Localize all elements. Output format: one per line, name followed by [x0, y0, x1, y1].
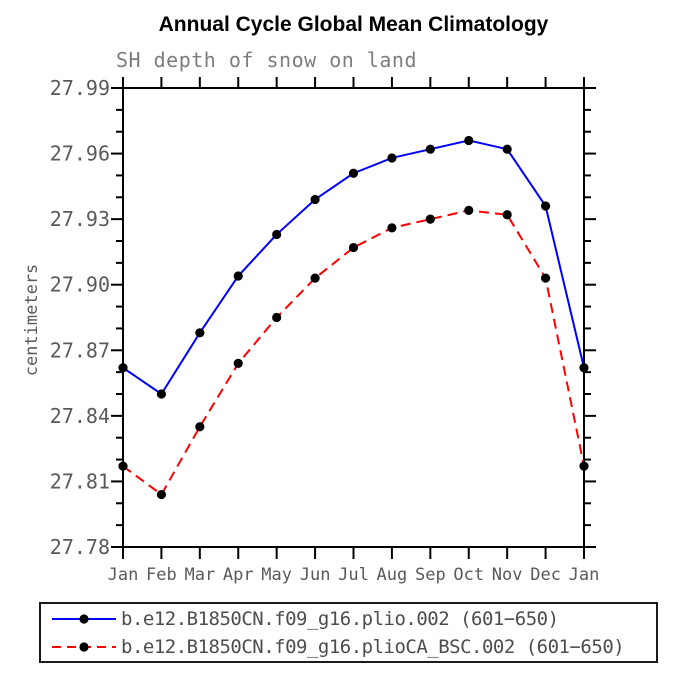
x-tick-label: Jan: [569, 565, 600, 585]
series-line-1: [122, 209, 585, 496]
series-line-0: [122, 139, 585, 395]
series-marker: [233, 358, 243, 368]
legend-box: b.e12.B1850CN.f09_g16.plio.002 (601−650)…: [39, 602, 658, 663]
y-tick-label: 27.87: [50, 338, 110, 362]
y-tick-label: 27.99: [50, 76, 110, 100]
x-tick-label: Nov: [492, 565, 523, 585]
y-tick-label: 27.93: [50, 207, 110, 231]
series-marker: [348, 168, 359, 178]
series-marker: [310, 273, 320, 283]
series-marker: [156, 489, 167, 500]
legend-row: b.e12.B1850CN.f09_g16.plio.002 (601−650): [41, 605, 656, 633]
series-marker: [195, 328, 205, 338]
x-tick-label: Jan: [108, 565, 139, 585]
series-marker: [272, 229, 282, 240]
series-marker: [425, 214, 435, 224]
series-marker: [425, 144, 435, 154]
series-marker: [464, 135, 474, 146]
x-tick-label: May: [261, 565, 292, 585]
chart-title: Annual Cycle Global Mean Climatology: [158, 13, 549, 36]
series-marker: [348, 242, 359, 253]
series-marker: [540, 273, 551, 283]
series-marker: [272, 312, 282, 323]
legend-sample-marker: [79, 641, 89, 652]
y-tick-label: 27.84: [50, 404, 110, 428]
x-tick-label: Jul: [338, 565, 369, 585]
y-tick-label: 27.96: [50, 142, 110, 166]
series-marker: [579, 461, 589, 471]
series-marker: [310, 194, 320, 205]
x-tick-label: Apr: [223, 565, 254, 585]
legend-row: b.e12.B1850CN.f09_g16.plioCA_BSC.002 (60…: [41, 633, 656, 661]
legend-label: b.e12.B1850CN.f09_g16.plioCA_BSC.002 (60…: [121, 635, 625, 658]
x-tick-label: Jun: [300, 565, 331, 585]
series-marker: [156, 389, 167, 399]
series-marker: [502, 210, 512, 220]
series-marker: [195, 422, 205, 432]
x-tick-label: Dec: [530, 565, 561, 585]
legend-sample-marker: [79, 613, 89, 624]
y-tick-label: 27.90: [50, 273, 110, 297]
series-marker: [233, 271, 243, 281]
chart-subtitle: SH depth of snow on land: [116, 48, 417, 72]
x-tick-label: Sep: [415, 565, 446, 585]
y-tick-label: 27.78: [50, 535, 110, 559]
series-marker: [387, 153, 397, 163]
series-marker: [502, 144, 512, 154]
series-marker: [118, 363, 128, 373]
x-tick-label: Oct: [453, 565, 484, 585]
x-tick-label: Aug: [377, 565, 408, 585]
series-marker: [540, 201, 551, 211]
x-tick-label: Mar: [184, 565, 215, 585]
series-marker: [579, 363, 589, 373]
series-marker: [464, 205, 474, 215]
plot-frame: [122, 87, 585, 548]
legend-line-sample-dashed-icon: [52, 641, 116, 652]
legend-label: b.e12.B1850CN.f09_g16.plio.002 (601−650): [121, 607, 559, 630]
legend-line-sample-solid-icon: [52, 613, 116, 624]
series-marker: [387, 223, 397, 233]
series-marker: [118, 461, 128, 471]
y-tick-label: 27.81: [50, 469, 110, 493]
x-tick-label: Feb: [146, 565, 177, 585]
